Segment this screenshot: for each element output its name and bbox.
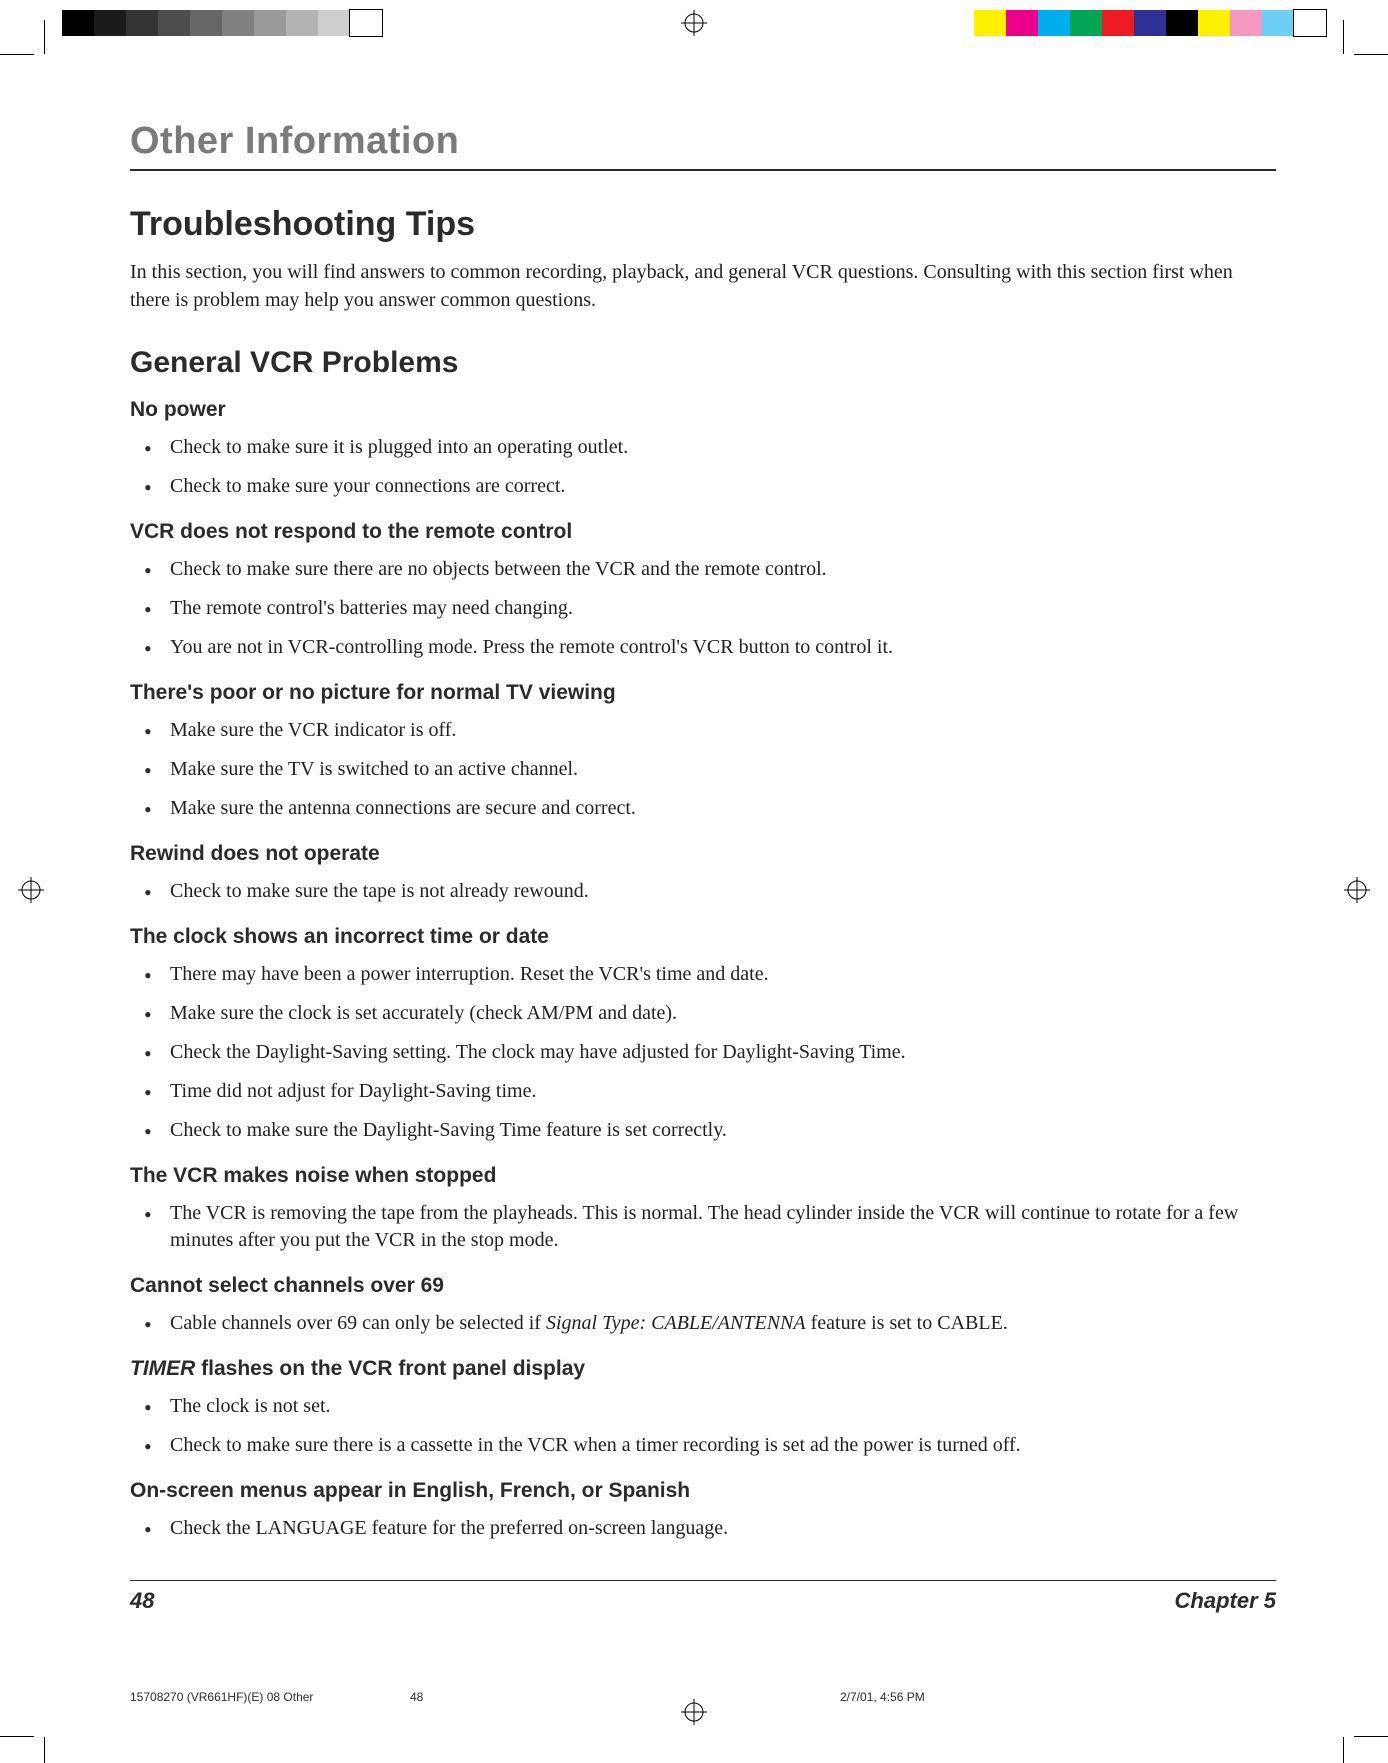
print-slug: 15708270 (VR661HF)(E) 08 Other 48 2/7/01… (130, 1690, 1276, 1704)
problem-heading: Cannot select channels over 69 (130, 1274, 1276, 1298)
problem-bullets: Check to make sure there are no objects … (130, 550, 1276, 667)
bullet-item: Check the LANGUAGE feature for the prefe… (170, 1509, 1276, 1548)
section-rule (130, 169, 1276, 171)
bullet-item: Make sure the VCR indicator is off. (170, 711, 1276, 750)
page-number: 48 (130, 1588, 154, 1614)
problems-list: No power Check to make sure it is plugged… (130, 398, 1276, 1548)
registration-mark-icon (18, 877, 44, 903)
bullet-item: You are not in VCR-controlling mode. Pre… (170, 628, 1276, 667)
problem-heading: VCR does not respond to the remote contr… (130, 520, 1276, 544)
bullet-item: Check to make sure there is a cassette i… (170, 1426, 1276, 1465)
bullet-item: Make sure the antenna connections are se… (170, 789, 1276, 828)
problem-bullets: Cable channels over 69 can only be selec… (130, 1304, 1276, 1343)
bullet-item: Check to make sure the tape is not alrea… (170, 872, 1276, 911)
crop-mark (1354, 1736, 1388, 1737)
bullet-item: Check to make sure there are no objects … (170, 550, 1276, 589)
bullet-item: The clock is not set. (170, 1387, 1276, 1426)
page-footer: 48 Chapter 5 (130, 1588, 1276, 1614)
crop-mark (1343, 20, 1344, 54)
problem-heading: No power (130, 398, 1276, 422)
bullet-item: Check to make sure it is plugged into an… (170, 428, 1276, 467)
problem-heading: The clock shows an incorrect time or dat… (130, 925, 1276, 949)
process-color-bar (974, 10, 1326, 36)
problem-bullets: Check to make sure it is plugged into an… (130, 428, 1276, 506)
bullet-item: Make sure the clock is set accurately (c… (170, 994, 1276, 1033)
problem-bullets: Make sure the VCR indicator is off.Make … (130, 711, 1276, 828)
crop-mark (44, 1737, 45, 1763)
problem-bullets: The VCR is removing the tape from the pl… (130, 1194, 1276, 1260)
grayscale-color-bar (62, 10, 382, 36)
bullet-item: Check to make sure the Daylight-Saving T… (170, 1111, 1276, 1150)
problem-heading: Rewind does not operate (130, 842, 1276, 866)
problem-bullets: The clock is not set.Check to make sure … (130, 1387, 1276, 1465)
slug-file: 15708270 (VR661HF)(E) 08 Other (130, 1690, 410, 1704)
section-title: Other Information (130, 120, 1276, 163)
bullet-item: Check to make sure your connections are … (170, 467, 1276, 506)
problem-bullets: There may have been a power interruption… (130, 955, 1276, 1150)
crop-mark (44, 20, 45, 54)
subsection-title: General VCR Problems (130, 346, 1276, 380)
bullet-item: Time did not adjust for Daylight-Saving … (170, 1072, 1276, 1111)
slug-timestamp: 2/7/01, 4:56 PM (840, 1690, 925, 1704)
problem-heading: There's poor or no picture for normal TV… (130, 681, 1276, 705)
bullet-item: Check the Daylight-Saving setting. The c… (170, 1033, 1276, 1072)
footer-rule (130, 1580, 1276, 1581)
problem-bullets: Check the LANGUAGE feature for the prefe… (130, 1509, 1276, 1548)
bullet-item: The remote control's batteries may need … (170, 589, 1276, 628)
registration-mark-icon (681, 10, 707, 36)
chapter-label: Chapter 5 (1175, 1588, 1276, 1614)
bullet-item: There may have been a power interruption… (170, 955, 1276, 994)
crop-mark (1343, 1737, 1344, 1763)
crop-mark (0, 1736, 34, 1737)
problem-bullets: Check to make sure the tape is not alrea… (130, 872, 1276, 911)
registration-mark-icon (1344, 877, 1370, 903)
problem-heading: TIMER flashes on the VCR front panel dis… (130, 1357, 1276, 1381)
crop-mark (1354, 54, 1388, 55)
problem-heading: The VCR makes noise when stopped (130, 1164, 1276, 1188)
problem-heading: On-screen menus appear in English, Frenc… (130, 1479, 1276, 1503)
page-content: Other Information Troubleshooting Tips I… (130, 120, 1276, 1558)
bullet-item: Make sure the TV is switched to an activ… (170, 750, 1276, 789)
bullet-item: Cable channels over 69 can only be selec… (170, 1304, 1276, 1343)
crop-mark (0, 54, 34, 55)
slug-page: 48 (410, 1690, 840, 1704)
page-title: Troubleshooting Tips (130, 205, 1276, 244)
intro-paragraph: In this section, you will find answers t… (130, 258, 1276, 314)
bullet-item: The VCR is removing the tape from the pl… (170, 1194, 1276, 1260)
